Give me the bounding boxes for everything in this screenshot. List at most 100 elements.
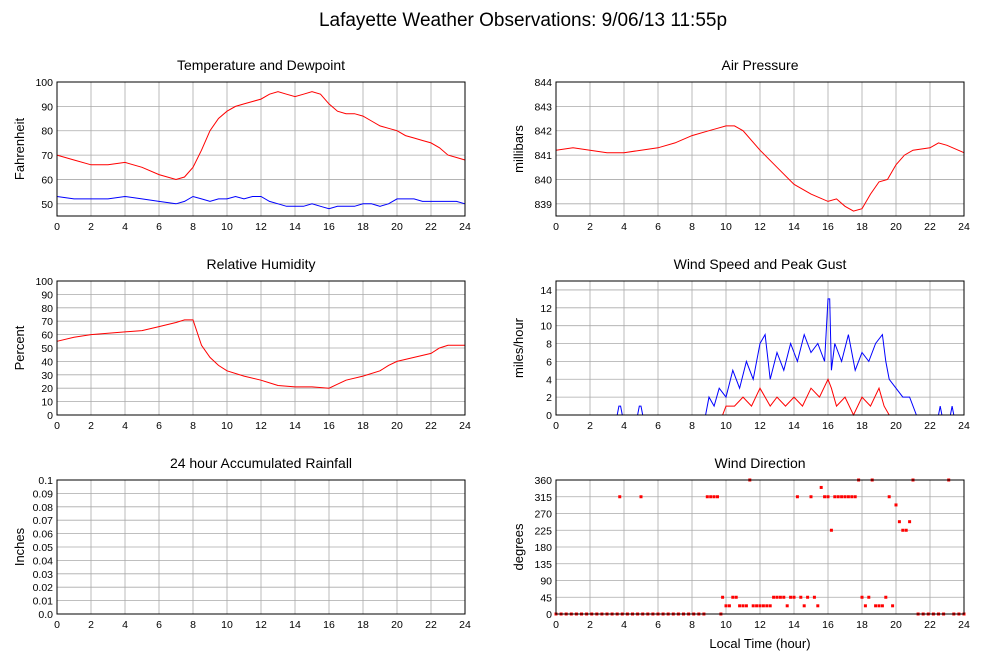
y-tick-label: 70 [41,150,53,162]
y-axis-label: Percent [12,325,27,370]
x-tick-label: 2 [88,221,94,233]
x-tick-label: 22 [425,420,437,432]
data-point [908,520,912,524]
data-point [712,495,716,499]
chart-title: Temperature and Dewpoint [177,57,345,73]
plot-frame [56,479,466,615]
y-tick-label: 100 [35,276,53,288]
data-point [755,604,759,608]
x-tick-label: 12 [255,420,267,432]
y-tick-label: 843 [534,101,552,113]
x-tick-label: 2 [587,420,593,432]
x-tick-label: 6 [156,221,162,233]
series-line-0 [56,319,465,389]
x-tick-label: 22 [924,619,936,631]
x-tick-label: 10 [720,420,732,432]
x-tick-label: 8 [190,619,196,631]
y-tick-label: 842 [534,126,552,138]
x-tick-label: 4 [122,221,128,233]
y-tick-label: 180 [534,542,552,554]
y-tick-label: 840 [534,174,552,186]
y-tick-label: 50 [41,343,53,355]
data-point [738,604,742,608]
x-tick-label: 6 [655,221,661,233]
data-point [768,604,772,608]
chart-title: Relative Humidity [207,256,316,272]
x-tick-label: 14 [788,221,800,233]
x-tick-label: 12 [754,619,766,631]
x-tick-label: 24 [459,221,471,233]
data-point [887,495,891,499]
data-point [639,495,643,499]
x-tick-label: 20 [391,420,403,432]
data-point [833,495,837,499]
chart-title: 24 hour Accumulated Rainfall [170,455,352,471]
data-point [618,495,622,499]
x-tick-label: 8 [190,221,196,233]
x-tick-label: 2 [88,619,94,631]
x-tick-label: 18 [856,221,868,233]
y-tick-label: 0.1 [38,475,53,487]
x-tick-label: 4 [621,619,627,631]
x-tick-label: 12 [754,420,766,432]
y-tick-label: 839 [534,199,552,211]
y-tick-label: 270 [534,509,552,521]
data-point [891,604,895,608]
y-tick-label: 60 [41,330,53,342]
x-tick-label: 12 [255,221,267,233]
y-tick-label: 0.02 [33,582,54,594]
x-tick-label: 22 [425,221,437,233]
y-tick-label: 841 [534,150,552,162]
x-tick-label: 20 [391,619,403,631]
y-axis-label: miles/hour [511,317,526,378]
data-point [758,604,762,608]
x-tick-label: 22 [924,221,936,233]
data-point [724,604,728,608]
x-tick-label: 20 [890,619,902,631]
data-point [850,495,854,499]
data-point [874,604,878,608]
y-tick-label: 90 [41,289,53,301]
data-point [894,503,898,507]
data-point [727,604,731,608]
data-point [778,595,782,599]
data-point [709,495,713,499]
x-tick-label: 14 [788,619,800,631]
x-tick-label: 10 [720,221,732,233]
x-tick-label: 0 [553,619,559,631]
y-tick-label: 70 [41,316,53,328]
x-tick-label: 16 [822,221,834,233]
x-tick-label: 2 [88,420,94,432]
x-tick-label: 24 [459,420,471,432]
plot-frame [555,81,965,217]
y-tick-label: 0.09 [33,488,54,500]
y-tick-label: 10 [540,321,552,333]
x-tick-label: 14 [289,221,301,233]
data-point [765,604,769,608]
x-tick-label: 16 [822,619,834,631]
y-tick-label: 0 [47,410,53,422]
data-point [741,604,745,608]
x-tick-label: 24 [958,221,970,233]
x-tick-label: 22 [425,619,437,631]
x-tick-label: 0 [54,420,60,432]
chart-title: Wind Speed and Peak Gust [674,256,847,272]
page-title: Lafayette Weather Observations: 9/06/13 … [319,10,727,31]
data-point [823,495,827,499]
series-line-0 [555,125,965,212]
y-tick-label: 6 [546,356,552,368]
data-point [867,595,871,599]
x-tick-label: 18 [856,420,868,432]
data-point [853,495,857,499]
y-tick-label: 844 [534,77,552,89]
x-tick-label: 16 [323,420,335,432]
x-tick-label: 20 [391,221,403,233]
x-tick-label: 6 [655,420,661,432]
y-tick-label: 4 [546,374,552,386]
x-tick-label: 24 [459,619,471,631]
x-axis-label: Local Time (hour) [709,636,810,651]
y-tick-label: 80 [41,126,53,138]
